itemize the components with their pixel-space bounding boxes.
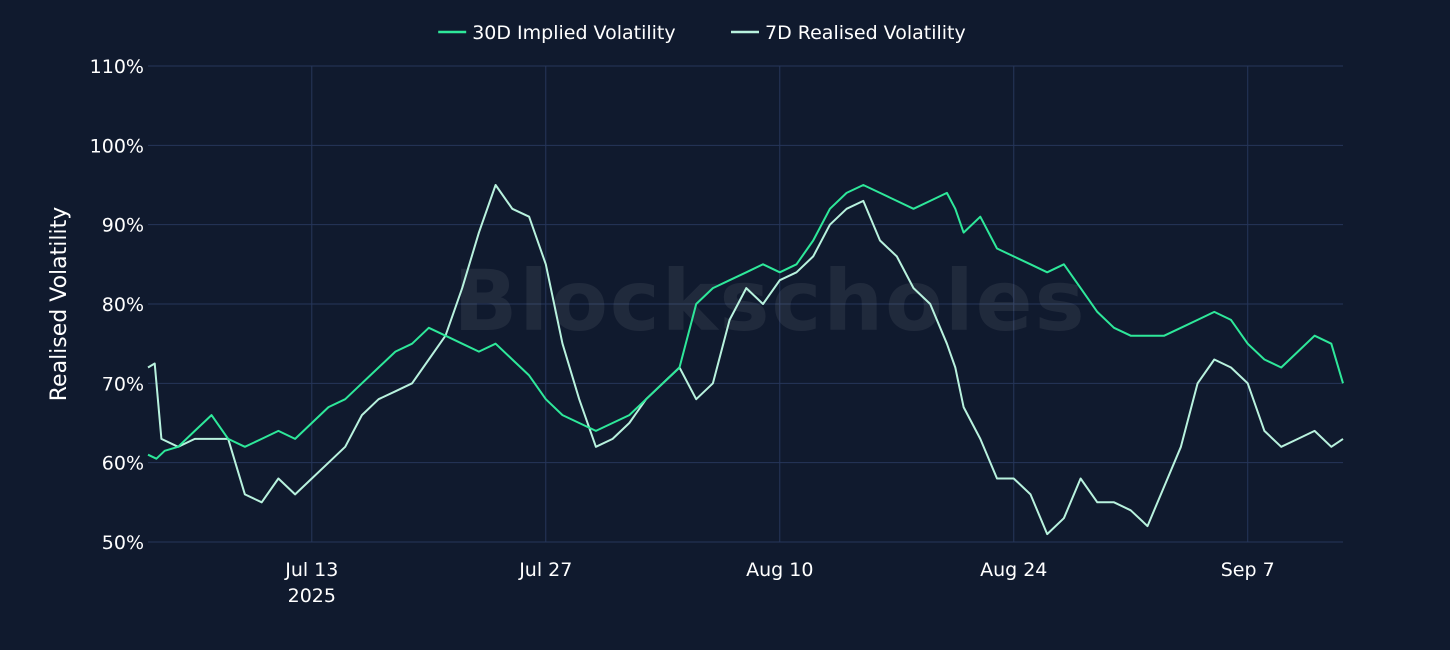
watermark: Blockscholes [453,252,1086,350]
grid [148,65,1343,543]
x-tick-label: Jul 27 [518,559,572,581]
x-tick-label: Aug 10 [746,559,813,581]
y-axis-title: Realised Volatility [47,207,72,402]
series-line-30d-implied-volatility [147,184,1344,460]
series-lines [147,184,1344,536]
y-tick-label: 60% [102,453,144,475]
series-line-7d-realised-volatility [147,184,1344,536]
x-tick-label: Sep 7 [1221,559,1275,581]
y-tick-label: 100% [90,135,144,157]
legend[interactable]: 30D Implied Volatility 7D Realised Volati… [438,22,966,44]
legend-item-7d-realised-volatility[interactable]: 7D Realised Volatility [731,22,966,44]
x-tick-label: Sep 21 [1449,559,1450,581]
x-tick-label: Aug 24 [980,559,1047,581]
y-tick-label: 80% [102,294,144,316]
x-tick-label: Jul 13 [284,559,338,581]
y-tick-label: 50% [102,532,144,554]
y-tick-label: 70% [102,373,144,395]
y-tick-label: 90% [102,215,144,237]
x-tick-year-label: 2025 [288,585,336,607]
legend-label: 7D Realised Volatility [765,22,966,44]
legend-item-30d-implied-volatility[interactable]: 30D Implied Volatility [438,22,676,44]
legend-label: 30D Implied Volatility [472,22,675,44]
y-tick-label: 110% [90,56,144,78]
y-axis-ticks: 50% 60% 70% 80% 90% 100% 110% [90,56,144,554]
